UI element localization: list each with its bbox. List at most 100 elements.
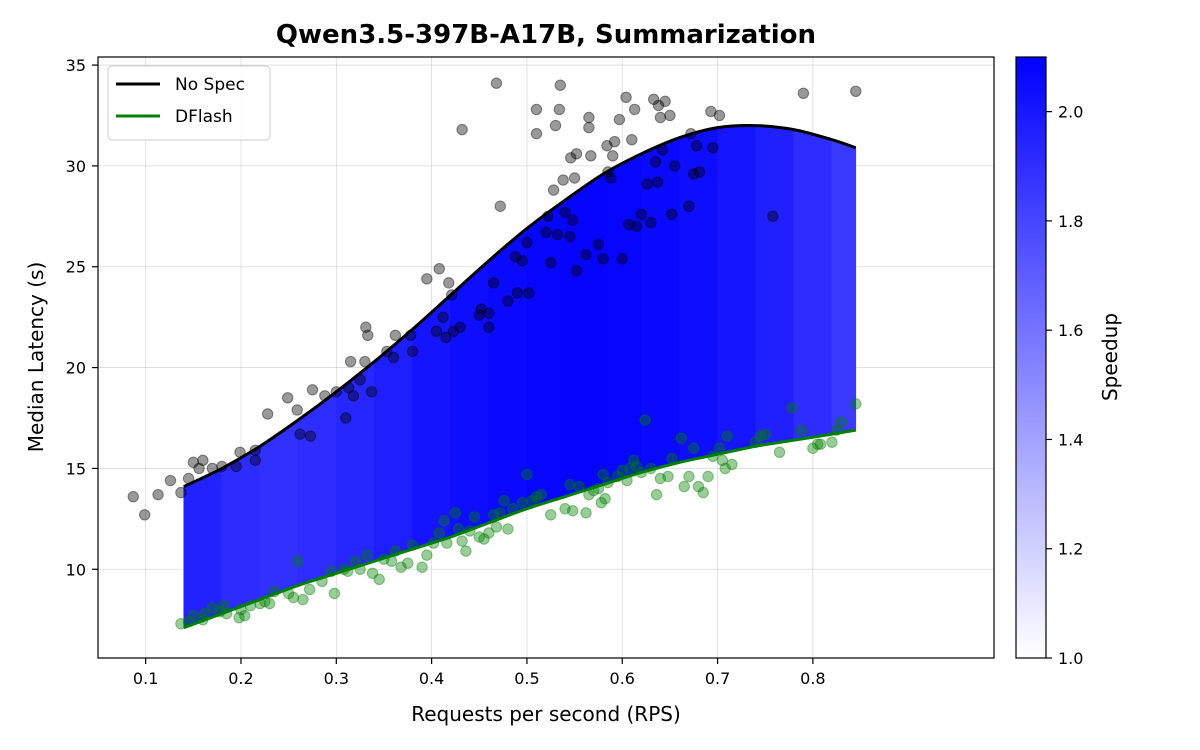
no-spec-point (516, 254, 528, 267)
dflash-point (502, 523, 514, 535)
legend-label-no-spec: No Spec (175, 75, 245, 95)
dflash-point (468, 511, 481, 523)
no-spec-point (530, 127, 543, 140)
y-tick-label: 25 (66, 258, 86, 277)
y-axis-label: Median Latency (s) (24, 262, 48, 453)
no-spec-point (626, 133, 638, 146)
dflash-point (580, 507, 592, 519)
dflash-point (287, 591, 300, 604)
dflash-point (516, 497, 528, 509)
no-spec-point (152, 488, 164, 501)
y-tick-label: 30 (66, 157, 86, 176)
dflash-point (292, 555, 304, 567)
dflash-point (187, 609, 200, 622)
speedup-fill-segment (450, 260, 490, 538)
speedup-fill-segment (717, 125, 757, 455)
no-spec-point (641, 178, 653, 190)
no-spec-point (197, 454, 209, 467)
no-spec-point (127, 490, 139, 503)
dflash-point (498, 494, 510, 507)
x-tick-label: 0.2 (228, 669, 253, 688)
no-spec-point (294, 428, 306, 440)
no-spec-point (553, 103, 566, 116)
no-spec-point (628, 103, 641, 116)
colorbar: 1.0 1.2 1.4 1.6 1.8 2.0 Speedup (1015, 56, 1122, 668)
x-tick-label: 0.7 (705, 669, 730, 688)
no-spec-point (583, 121, 595, 134)
no-spec-point (291, 404, 303, 416)
dflash-point (683, 470, 695, 483)
no-spec-point (523, 287, 535, 299)
no-spec-point (483, 321, 495, 333)
no-spec-point (707, 142, 719, 154)
dflash-point (218, 599, 230, 612)
no-spec-point (433, 263, 445, 275)
no-spec-point (597, 252, 609, 265)
no-spec-point (502, 295, 514, 307)
no-spec-point (583, 111, 595, 124)
no-spec-point (635, 208, 648, 221)
dflash-point (627, 454, 640, 467)
dflash-point (402, 557, 414, 569)
no-spec-point (389, 329, 402, 342)
no-spec-point (511, 287, 524, 299)
dflash-point (675, 432, 688, 444)
dflash-point (630, 460, 643, 473)
dflash-point (786, 402, 798, 414)
no-spec-point (566, 214, 579, 227)
dflash-line (183, 428, 857, 630)
no-spec-point (616, 252, 628, 265)
no-spec-point (580, 248, 592, 261)
no-spec-point (559, 206, 571, 218)
no-spec-point (490, 77, 503, 89)
dflash-point (438, 515, 450, 527)
no-spec-point (487, 277, 500, 289)
dflash-point (850, 398, 862, 410)
dflash-point (373, 573, 385, 586)
no-spec-point (430, 325, 443, 337)
x-tick-label: 0.5 (514, 669, 539, 688)
no-spec-point (473, 309, 485, 321)
no-spec-point (551, 228, 564, 241)
dflash-point (233, 611, 245, 624)
no-spec-point (306, 384, 319, 396)
dflash-point (535, 488, 547, 501)
no-spec-point (568, 172, 581, 184)
legend-label-dflash: DFlash (175, 107, 233, 127)
no-spec-point (620, 91, 632, 104)
no-spec-point (557, 174, 569, 186)
y-axis-ticks: 10 15 20 25 30 35 (66, 56, 98, 579)
no-spec-point (387, 351, 400, 364)
x-tick-label: 0.4 (419, 669, 444, 688)
dflash-point (564, 478, 576, 491)
no-spec-line (183, 123, 857, 488)
dflash-point (421, 549, 433, 561)
speedup-fill-segment (831, 139, 857, 435)
dflash-point (395, 561, 407, 573)
no-spec-point (421, 273, 433, 285)
no-spec-point (509, 250, 522, 263)
no-spec-point (475, 303, 487, 315)
colorbar-tick-label: 1.8 (1058, 212, 1083, 231)
y-tick-label: 15 (66, 459, 86, 478)
no-spec-point (648, 93, 660, 106)
no-spec-point (601, 140, 613, 152)
no-spec-point (668, 160, 681, 172)
dflash-point (678, 480, 690, 493)
dflash-point (639, 414, 651, 426)
speedup-fill-segment (488, 227, 528, 524)
no-spec-point (261, 408, 274, 420)
no-spec-point (456, 123, 468, 136)
no-spec-point (360, 321, 372, 333)
no-spec-point (521, 236, 533, 249)
no-spec-point (652, 99, 665, 112)
speedup-fill-segment (793, 129, 833, 441)
speedup-fill-segment (755, 125, 795, 447)
no-spec-point (249, 454, 261, 467)
dflash-point (702, 470, 714, 483)
no-spec-point (187, 456, 200, 469)
dflash-point (530, 490, 543, 503)
dflash-point (688, 442, 700, 454)
dflash-point (624, 462, 636, 475)
colorbar-tick-label: 1.4 (1058, 430, 1083, 449)
